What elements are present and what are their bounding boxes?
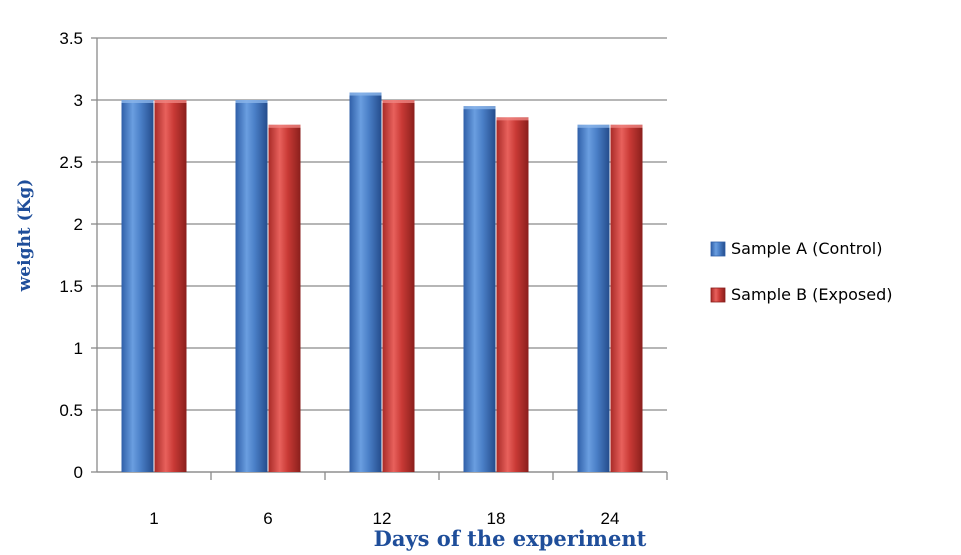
bar-sample-b-day-24 <box>610 124 643 473</box>
y-tick-label: 3 <box>74 91 83 110</box>
x-tick-label: 12 <box>373 509 392 528</box>
tick-labels: 0 0.5 1 1.5 2 2.5 3 3.5 1 6 12 18 24 <box>59 29 619 528</box>
legend-swatch <box>710 241 726 257</box>
axes <box>91 37 668 480</box>
y-tick-label: 2 <box>74 215 83 234</box>
bar-sample-a-day-18 <box>463 106 496 472</box>
x-axis-title: Days of the experiment <box>374 526 647 551</box>
bars <box>121 92 643 473</box>
y-tick-label: 0 <box>74 463 83 482</box>
legend-label: Sample A (Control) <box>731 239 882 258</box>
bar-cap <box>382 100 415 103</box>
y-tick-label: 1.5 <box>59 277 83 296</box>
x-tick-label: 24 <box>601 509 620 528</box>
x-tick-label: 6 <box>263 509 272 528</box>
legend: Sample A (Control) Sample B (Exposed) <box>710 239 892 304</box>
x-tick-label: 18 <box>487 509 506 528</box>
bar-cap <box>235 100 268 103</box>
bar-sample-b-day-18 <box>496 117 529 473</box>
bar-sample-a-day-24 <box>577 124 610 473</box>
y-tick-label: 2.5 <box>59 153 83 172</box>
legend-swatch <box>710 287 726 303</box>
y-axis-title: weight (Kg) <box>15 179 35 293</box>
bar-cap <box>268 124 301 128</box>
bar-sample-b-day-6 <box>268 124 301 473</box>
bar-sample-a-day-6 <box>235 100 268 472</box>
bar-sample-a-day-1 <box>121 100 154 472</box>
bar-cap <box>496 117 529 121</box>
bar-sample-b-day-12 <box>382 100 415 472</box>
bar-cap <box>577 124 610 128</box>
bar-sample-b-day-1 <box>154 100 187 472</box>
legend-label: Sample B (Exposed) <box>731 285 892 304</box>
bar-cap <box>463 106 496 110</box>
bar-cap <box>349 92 382 96</box>
bar-sample-a-day-12 <box>349 92 382 472</box>
gridlines <box>97 37 667 473</box>
y-tick-label: 3.5 <box>59 29 83 48</box>
x-tick-label: 1 <box>149 509 158 528</box>
bar-cap <box>610 124 643 128</box>
bar-cap <box>121 100 154 103</box>
y-tick-label: 0.5 <box>59 401 83 420</box>
bar-cap <box>154 100 187 103</box>
y-tick-label: 1 <box>74 339 83 358</box>
